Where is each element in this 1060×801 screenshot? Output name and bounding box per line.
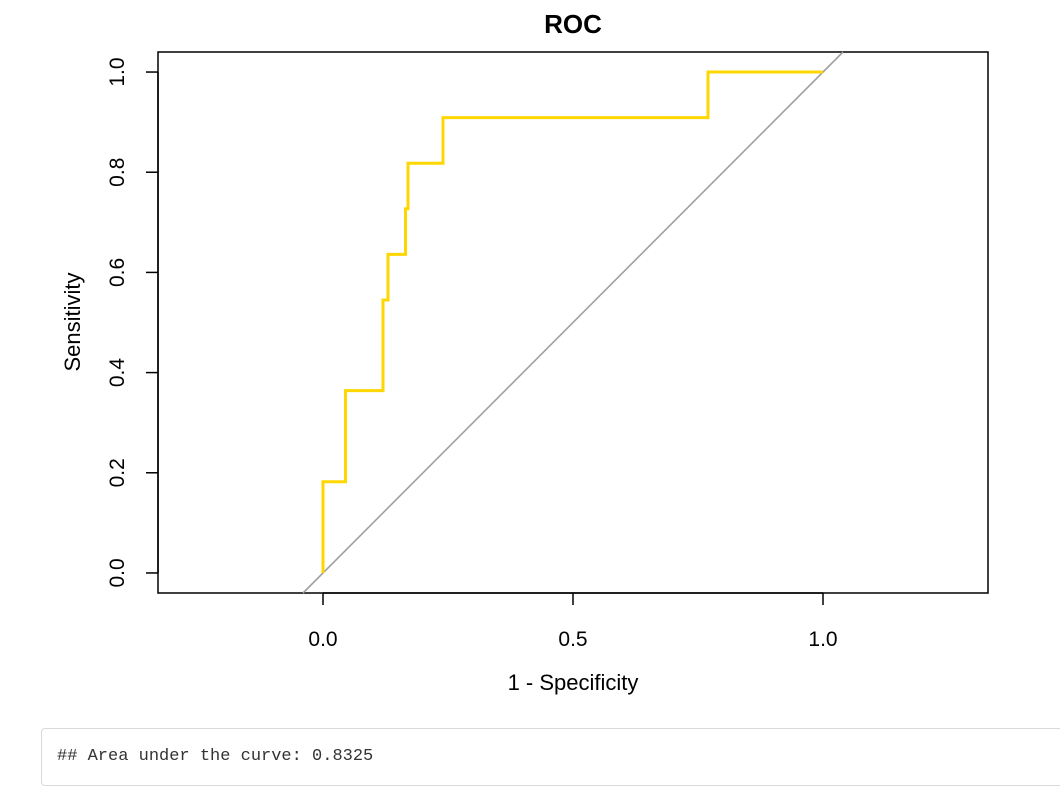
diagonal-reference-line [302,51,844,594]
y-tick-label: 0.8 [106,158,129,187]
y-axis: 0.0 0.2 0.4 0.6 0.8 1.0 [106,57,159,588]
roc-curve [321,70,823,573]
y-tick-label: 0.0 [106,558,129,587]
x-tick-label: 0.5 [558,628,587,651]
x-axis-label: 1 - Specificity [508,670,639,695]
chart-title: ROC [544,9,602,39]
y-tick-label: 0.4 [106,358,129,388]
y-axis-label: Sensitivity [60,272,85,371]
auc-output-text: ## Area under the curve: 0.8325 [57,747,374,766]
console-output-box: ## Area under the curve: 0.8325 [41,728,1060,786]
x-tick-label: 0.0 [308,628,337,651]
y-tick-label: 0.6 [106,258,129,287]
x-tick-label: 1.0 [808,628,837,651]
y-tick-label: 1.0 [106,57,129,86]
y-tick-label: 0.2 [106,458,129,487]
x-axis: 0.0 0.5 1.0 [308,592,838,651]
roc-chart: ROC 0.0 0.5 1.0 0.0 0.2 0.4 0.6 0.8 1.0 1 - Spe… [60,9,989,695]
